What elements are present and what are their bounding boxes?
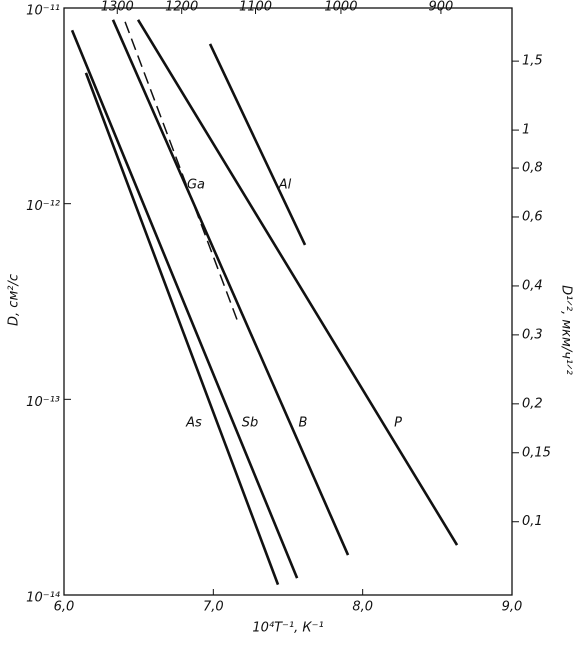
series-label: P — [394, 416, 402, 431]
y2-tick-label: 0,1 — [522, 514, 543, 529]
x-axis-label: 10⁴T⁻¹, К⁻¹ — [252, 621, 323, 636]
y2-tick-label: 0,6 — [522, 209, 543, 224]
y-tick-label: 10⁻¹³ — [26, 395, 60, 410]
x-tick-label: 8,0 — [352, 600, 373, 615]
y2-tick-label: 1,5 — [522, 54, 543, 69]
series-line — [208, 43, 307, 246]
series-line — [70, 29, 299, 579]
series-line — [111, 19, 350, 556]
y2-tick-label: 0,3 — [522, 327, 543, 342]
x-tick-label: 7,0 — [203, 600, 224, 615]
series-label: Ga — [187, 178, 205, 193]
series-label: B — [299, 416, 308, 431]
y-axis-label: D, см²/с — [7, 274, 22, 326]
series-label: As — [185, 416, 202, 431]
y2-tick-label: 0,4 — [522, 278, 543, 293]
series-label: Sb — [242, 416, 259, 431]
x2-tick-label: 1100 — [239, 0, 272, 15]
x-tick-label: 6,0 — [54, 600, 75, 615]
y2-tick-label: 0,2 — [522, 396, 543, 411]
x2-tick-label: 1000 — [324, 0, 357, 15]
x2-tick-label: 1300 — [101, 0, 134, 15]
y-tick-label: 10⁻¹¹ — [26, 4, 60, 19]
y-tick-label: 10⁻¹⁴ — [26, 591, 61, 606]
y2-tick-label: 0,15 — [522, 445, 551, 460]
x2-tick-label: 900 — [429, 0, 454, 15]
series-line — [136, 19, 459, 546]
y2-tick-label: 0,8 — [522, 161, 543, 176]
series-label: Al — [278, 178, 292, 193]
y-tick-label: 10⁻¹² — [26, 199, 60, 214]
series-line — [84, 72, 280, 586]
x2-tick-label: 1200 — [165, 0, 198, 15]
x-tick-label: 9,0 — [502, 600, 523, 615]
plot-frame — [63, 7, 513, 596]
y2-axis-label: D¹ᐟ², мкм/ч¹ᐟ² — [559, 285, 574, 375]
y2-tick-label: 1 — [522, 123, 530, 138]
